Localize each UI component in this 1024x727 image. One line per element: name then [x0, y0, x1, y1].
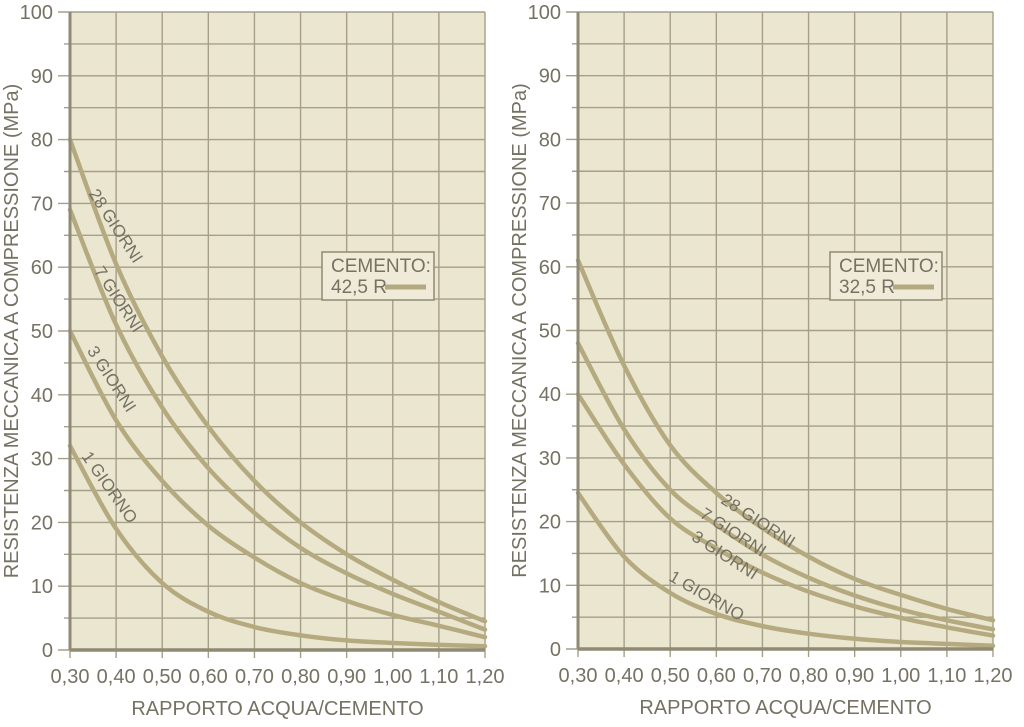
axes [68, 12, 485, 652]
y-tick-label: 90 [31, 66, 53, 88]
x-tick-label: 1,00 [881, 665, 920, 687]
x-tick-labels: 0,30 0,40 0,50 0,60 0,70 0,80 0,90 1,00 1,10 1,20 [559, 665, 1013, 687]
x-axis-title: RAPPORTO ACQUA/CEMENTO [131, 698, 423, 720]
curve-1-giorno [67, 443, 488, 649]
chart-cemento-32-5-r: 28 GIORNI 7 GIORNI 3 GIORNI 1 GIORNO CEMENTO… [512, 0, 1024, 727]
x-tick-label: 0,30 [51, 666, 90, 688]
legend-box [321, 251, 435, 301]
x-axis-title: RAPPORTO ACQUA/CEMENTO [639, 697, 931, 719]
x-tick-label: 0,80 [789, 665, 828, 687]
y-axis-title: RESISTENZA MECCANICA A COMPRESSIONE (MPa… [1, 84, 23, 579]
y-tick-label: 10 [31, 576, 53, 598]
x-tick-label: 0,40 [605, 665, 644, 687]
y-tick-label: 80 [539, 129, 561, 151]
y-tick-label: 40 [539, 384, 561, 406]
y-tick-label: 80 [31, 130, 53, 152]
legend-value: 42,5 R [331, 277, 387, 298]
y-tick-label: 30 [31, 449, 53, 471]
legend-box [829, 251, 943, 301]
x-tick-label: 0,70 [235, 666, 274, 688]
x-tick-label: 0,70 [743, 665, 782, 687]
y-tick-label: 50 [539, 321, 561, 343]
curve-3-giorni [67, 328, 488, 640]
y-tick-label: 30 [539, 448, 561, 470]
y-tick-label: 70 [31, 193, 53, 215]
curves [575, 258, 996, 649]
y-tick-label: 10 [539, 575, 561, 597]
y-tick-label: 40 [31, 385, 53, 407]
curve-3-giorni [575, 391, 996, 638]
y-axis-title: RESISTENZA MECCANICA A COMPRESSIONE (MPa… [512, 83, 531, 578]
x-tick-label: 0,60 [189, 666, 228, 688]
y-tick-label: 70 [539, 193, 561, 215]
curve-1-giorno [575, 490, 996, 649]
x-tick-label: 0,90 [835, 665, 874, 687]
y-tick-label: 90 [539, 66, 561, 88]
y-tick-label: 20 [31, 512, 53, 534]
legend: CEMENTO:42,5 R [321, 251, 435, 301]
y-tick-labels: 0 10 20 30 40 50 60 70 80 90 100 [528, 2, 561, 661]
x-tick-label: 0,90 [327, 666, 366, 688]
y-tick-labels: 0 10 20 30 40 50 60 70 80 90 100 [20, 2, 53, 662]
x-tick-label: 1,10 [927, 665, 966, 687]
x-tick-label: 1,20 [974, 665, 1013, 687]
legend-title: CEMENTO: [331, 256, 431, 277]
y-tick-label: 0 [550, 639, 561, 661]
y-tick-label: 100 [20, 2, 53, 24]
curve-28-giorni [575, 258, 996, 623]
curves [67, 137, 488, 649]
x-tick-label: 0,40 [97, 666, 136, 688]
curve-28-giorni [67, 137, 488, 624]
y-tick-label: 60 [31, 257, 53, 279]
y-tick-label: 50 [31, 321, 53, 343]
y-tick-label: 100 [528, 2, 561, 24]
x-tick-label: 0,50 [143, 666, 182, 688]
chart-cemento-42-5-r: 28 GIORNI 7 GIORNI 3 GIORNI 1 GIORNO CEMENTO… [1, 2, 505, 720]
x-tick-label: 1,10 [419, 666, 458, 688]
grid [566, 11, 994, 657]
x-tick-label: 0,30 [559, 665, 598, 687]
legend: CEMENTO:32,5 R [829, 251, 943, 301]
curve-7-giorni [575, 340, 996, 632]
axes [576, 12, 993, 651]
x-tick-label: 1,20 [466, 666, 505, 688]
legend-value: 32,5 R [839, 277, 895, 298]
y-tick-label: 60 [539, 257, 561, 279]
x-tick-label: 0,60 [697, 665, 736, 687]
y-tick-label: 0 [42, 640, 53, 662]
legend-title: CEMENTO: [839, 256, 939, 277]
curve-7-giorni [67, 207, 488, 632]
x-tick-label: 0,80 [281, 666, 320, 688]
x-tick-labels: 0,30 0,40 0,50 0,60 0,70 0,80 0,90 1,00 1,10 1,20 [51, 666, 505, 688]
y-tick-label: 20 [539, 512, 561, 534]
x-tick-label: 0,50 [651, 665, 690, 687]
x-tick-label: 1,00 [373, 666, 412, 688]
